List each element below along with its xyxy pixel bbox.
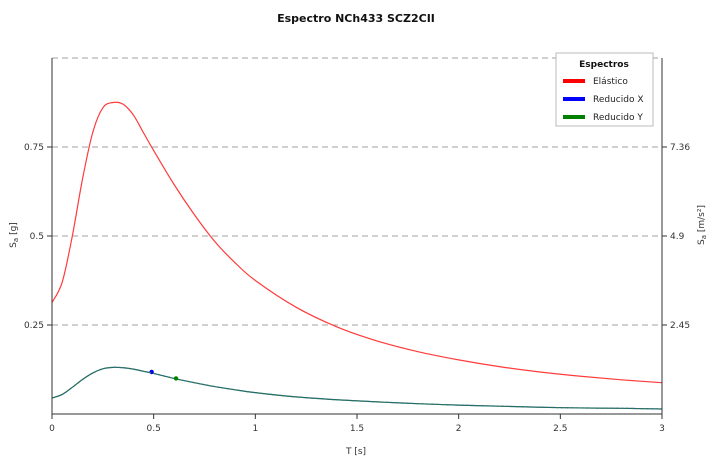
y2-tick-label: 4.9 [670,232,685,242]
legend-label-reducido-y: Reducido Y [593,113,643,123]
series-reducido-y-line [51,366,663,410]
legend-box [555,52,654,127]
y2-axis-label-unit: [m/s²] [697,205,707,235]
x-tick-label: 3 [659,424,665,434]
chart-title: Espectro NCh433 SCZ2CII [277,12,435,25]
x-axis-label: T [s] [345,447,366,457]
series-layer [51,101,663,410]
y-tick-label: 0.75 [24,143,44,153]
ticks: 0 0.5 1 1.5 2 2.5 3 0.25 0.5 0.75 2.45 4.9 7.36 [24,143,690,434]
y2-axis-label-sub: a [700,235,708,239]
legend-title: Espectros [579,60,629,70]
x-tick-label: 1 [252,424,258,434]
x-tick-label: 2 [456,424,462,434]
y2-axis-label-main: S [697,239,707,245]
x-tick-label: 0 [49,424,55,434]
series-reducido-y-marker [173,376,179,381]
y2-tick-label: 2.45 [670,321,690,331]
series-elastico-line [51,101,663,384]
y-axis-label-sub: a [12,238,20,242]
legend-label-reducido-x: Reducido X [593,95,644,105]
y-tick-label: 0.5 [30,232,44,242]
y2-tick-label: 7.36 [670,143,690,153]
x-tick-label: 1.5 [350,424,364,434]
series-reducido-x-line [51,366,663,410]
y-axis-label-main: S [9,242,19,248]
legend: Espectros Elástico Reducido X Reducido Y [555,52,654,127]
y-tick-label: 0.25 [24,321,44,331]
y-axis-label-unit: [g] [9,222,19,238]
y2-axis-label: Sa [m/s²] [697,205,708,245]
grid [52,57,662,326]
x-tick-label: 0.5 [147,424,161,434]
legend-label-elastico: Elástico [593,77,628,87]
y-axis-label: Sa [g] [9,222,20,248]
x-tick-label: 2.5 [553,424,567,434]
